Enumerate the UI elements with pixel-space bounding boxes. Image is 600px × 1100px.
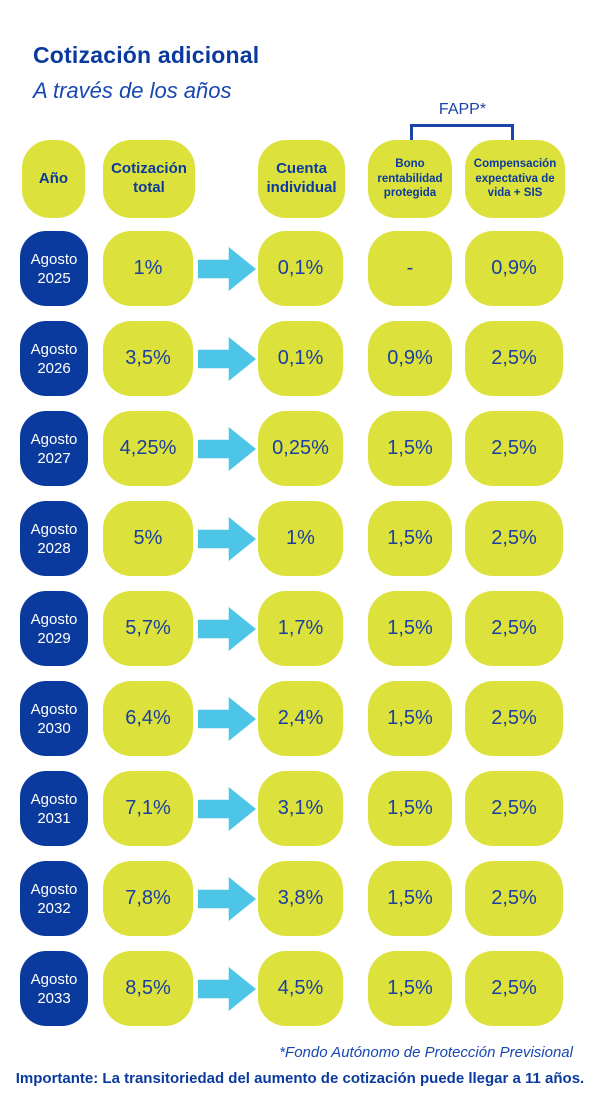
year-month-label: Agosto [30,250,78,268]
cuenta-individual-value: 1% [258,501,343,576]
bono-rentabilidad-value: 1,5% [368,861,452,936]
arrow-right-icon [198,787,256,831]
table-row: Agosto 2030 6,4% 2,4% 1,5% 2,5% [0,681,600,756]
cotizacion-total-value: 4,25% [103,411,193,486]
bono-rentabilidad-value: 1,5% [368,411,452,486]
year-value-label: 2033 [37,989,71,1007]
fapp-footnote: *Fondo Autónomo de Protección Previsiona… [279,1044,573,1061]
cuenta-individual-value: 3,8% [258,861,343,936]
cotizacion-total-value: 7,8% [103,861,193,936]
year-value-label: 2032 [37,899,71,917]
bono-rentabilidad-value: 1,5% [368,771,452,846]
column-header-bono-rentabilidad: Bono rentabilidad protegida [368,140,452,218]
column-header-ano: Año [22,140,85,218]
arrow-right-icon [198,337,256,381]
table-row: Agosto 2031 7,1% 3,1% 1,5% 2,5% [0,771,600,846]
arrow-right-icon [198,697,256,741]
year-value-label: 2030 [37,719,71,737]
bono-rentabilidad-value: 0,9% [368,321,452,396]
compensacion-value: 2,5% [465,951,563,1026]
year-month-label: Agosto [30,880,78,898]
arrow-right-icon [198,517,256,561]
table-body: Agosto 2025 1% 0,1% - 0,9% Agosto 2026 3… [0,231,600,1041]
year-month-label: Agosto [30,700,78,718]
compensacion-value: 0,9% [465,231,563,306]
year-badge: Agosto 2032 [20,861,88,936]
compensacion-value: 2,5% [465,321,563,396]
bono-rentabilidad-value: - [368,231,452,306]
compensacion-value: 2,5% [465,861,563,936]
compensacion-value: 2,5% [465,681,563,756]
cuenta-individual-value: 0,1% [258,231,343,306]
table-row: Agosto 2025 1% 0,1% - 0,9% [0,231,600,306]
arrow-right-icon [198,247,256,291]
compensacion-value: 2,5% [465,501,563,576]
cuenta-individual-value: 4,5% [258,951,343,1026]
cuenta-individual-value: 0,1% [258,321,343,396]
year-badge: Agosto 2029 [20,591,88,666]
arrow-right-icon [198,427,256,471]
page-title: Cotización adicional [33,42,260,68]
table-row: Agosto 2032 7,8% 3,8% 1,5% 2,5% [0,861,600,936]
year-month-label: Agosto [30,970,78,988]
bono-rentabilidad-value: 1,5% [368,681,452,756]
year-badge: Agosto 2033 [20,951,88,1026]
year-badge: Agosto 2030 [20,681,88,756]
bono-rentabilidad-value: 1,5% [368,501,452,576]
year-badge: Agosto 2025 [20,231,88,306]
year-value-label: 2025 [37,269,71,287]
year-badge: Agosto 2028 [20,501,88,576]
cotizacion-total-value: 7,1% [103,771,193,846]
fapp-bracket [410,124,514,140]
table-row: Agosto 2033 8,5% 4,5% 1,5% 2,5% [0,951,600,1026]
table-header-row: Año Cotización total Cuenta individual B… [0,140,600,218]
year-month-label: Agosto [30,340,78,358]
compensacion-value: 2,5% [465,771,563,846]
year-value-label: 2029 [37,629,71,647]
year-value-label: 2031 [37,809,71,827]
year-badge: Agosto 2026 [20,321,88,396]
column-header-cotizacion-total: Cotización total [103,140,195,218]
arrow-right-icon [198,877,256,921]
bono-rentabilidad-value: 1,5% [368,591,452,666]
table-row: Agosto 2026 3,5% 0,1% 0,9% 2,5% [0,321,600,396]
cotizacion-total-value: 5,7% [103,591,193,666]
year-month-label: Agosto [30,610,78,628]
cuenta-individual-value: 1,7% [258,591,343,666]
page-subtitle: A través de los años [33,78,232,103]
cotizacion-total-value: 5% [103,501,193,576]
year-month-label: Agosto [30,430,78,448]
fapp-group-label: FAPP* [438,101,487,118]
cotizacion-total-value: 6,4% [103,681,193,756]
cotizacion-total-value: 1% [103,231,193,306]
column-header-cuenta-individual: Cuenta individual [258,140,345,218]
compensacion-value: 2,5% [465,411,563,486]
arrow-right-icon [198,967,256,1011]
cotizacion-total-value: 8,5% [103,951,193,1026]
year-badge: Agosto 2027 [20,411,88,486]
cuenta-individual-value: 2,4% [258,681,343,756]
year-value-label: 2026 [37,359,71,377]
cotizacion-total-value: 3,5% [103,321,193,396]
cuenta-individual-value: 3,1% [258,771,343,846]
table-row: Agosto 2029 5,7% 1,7% 1,5% 2,5% [0,591,600,666]
year-value-label: 2028 [37,539,71,557]
column-header-compensacion: Compensación expectativa de vida + SIS [465,140,565,218]
year-badge: Agosto 2031 [20,771,88,846]
table-row: Agosto 2028 5% 1% 1,5% 2,5% [0,501,600,576]
arrow-right-icon [198,607,256,651]
year-month-label: Agosto [30,520,78,538]
important-note: Importante: La transitoriedad del aument… [15,1070,585,1087]
year-value-label: 2027 [37,449,71,467]
compensacion-value: 2,5% [465,591,563,666]
cuenta-individual-value: 0,25% [258,411,343,486]
year-month-label: Agosto [30,790,78,808]
table-row: Agosto 2027 4,25% 0,25% 1,5% 2,5% [0,411,600,486]
bono-rentabilidad-value: 1,5% [368,951,452,1026]
